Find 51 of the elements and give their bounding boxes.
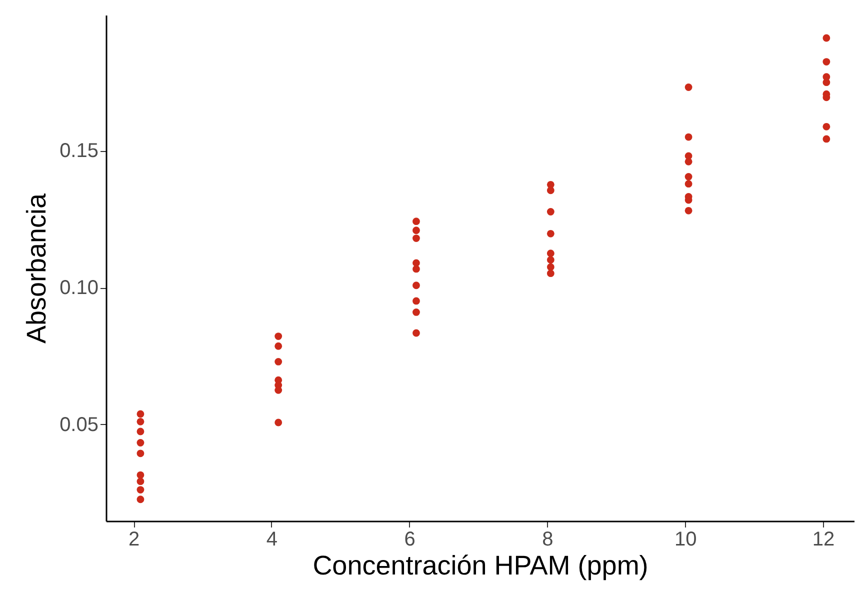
point xyxy=(412,282,420,290)
point xyxy=(684,158,692,166)
point xyxy=(684,180,692,188)
point xyxy=(274,418,282,426)
point xyxy=(412,259,420,267)
y-tick-label: 0.15 xyxy=(60,140,98,162)
point xyxy=(822,122,830,130)
point xyxy=(546,263,554,271)
point xyxy=(546,208,554,216)
point xyxy=(412,226,420,234)
point xyxy=(684,173,692,180)
point xyxy=(136,428,144,436)
point xyxy=(136,496,144,504)
y-tick-label: 0.10 xyxy=(60,277,98,300)
point xyxy=(684,133,692,141)
point xyxy=(546,270,554,278)
point xyxy=(546,186,554,194)
x-tick-label: 8 xyxy=(542,528,554,550)
point xyxy=(546,250,554,258)
y-tick-label: 0.05 xyxy=(60,414,98,436)
point xyxy=(412,329,420,337)
y-axis-title: Absorbancia xyxy=(22,192,52,344)
point xyxy=(136,478,144,486)
x-axis-title: Concentración HPAM (ppm) xyxy=(312,550,648,580)
point xyxy=(546,256,554,264)
point xyxy=(136,410,144,418)
point xyxy=(412,297,420,305)
point xyxy=(136,439,144,446)
point xyxy=(412,234,420,242)
x-tick-label: 6 xyxy=(404,528,416,550)
point xyxy=(136,486,144,494)
point xyxy=(274,358,282,366)
point xyxy=(274,342,282,350)
point xyxy=(136,418,144,426)
point xyxy=(412,218,420,226)
point xyxy=(684,84,692,91)
x-tick-label: 2 xyxy=(128,528,140,550)
point xyxy=(546,230,554,238)
point xyxy=(136,450,144,458)
point xyxy=(822,78,830,86)
point xyxy=(412,265,420,273)
point xyxy=(822,135,830,143)
point xyxy=(822,58,830,66)
point xyxy=(412,308,420,316)
point xyxy=(684,206,692,214)
x-tick-label: 12 xyxy=(812,528,835,550)
point xyxy=(822,34,830,42)
point xyxy=(136,471,144,479)
x-tick-label: 4 xyxy=(266,528,278,550)
point xyxy=(274,332,282,340)
x-tick-label: 10 xyxy=(674,528,697,550)
